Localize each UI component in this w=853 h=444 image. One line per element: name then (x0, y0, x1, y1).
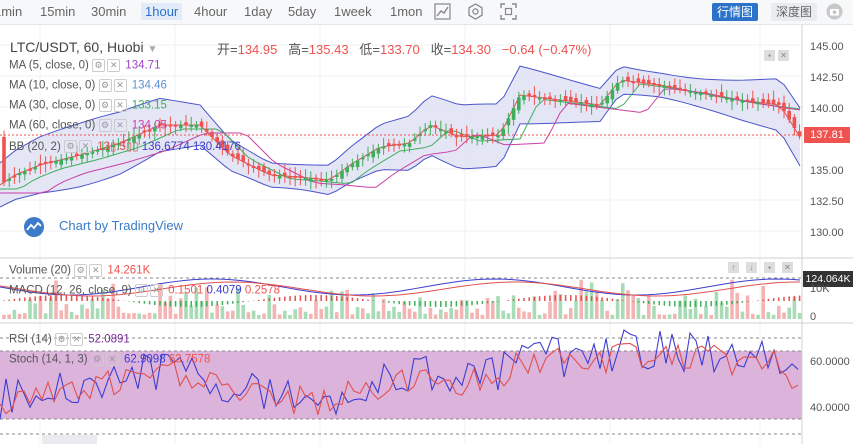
settings-icon: ⚙ (55, 333, 69, 346)
interval-1day[interactable]: 1day (244, 4, 273, 19)
rsi-tick: 60.0000 (810, 356, 850, 368)
volume-tick: 10K (810, 283, 830, 295)
tradingview-watermark[interactable]: Chart by TradingView (59, 218, 184, 233)
close-icon: ✕ (113, 99, 127, 112)
ma10-legend[interactable]: MA (10, close, 0) ⚙ ✕ 134.46 (9, 79, 167, 92)
macd-legend[interactable]: MACD (12, 26, close, 9) ⚙ ✕ 0.1501 0.4079… (9, 284, 281, 297)
chart-canvas[interactable] (0, 25, 853, 444)
settings-icon: ⚙ (98, 79, 112, 92)
settings-icon: ⚙ (134, 284, 148, 297)
interval-5day[interactable]: 5day (288, 4, 317, 19)
ma5-legend[interactable]: MA (5, close, 0) ⚙ ✕ 134.71 (9, 59, 161, 72)
close-icon: ✕ (107, 59, 121, 72)
interval-1mon[interactable]: 1mon (390, 4, 423, 19)
ma60-legend[interactable]: MA (60, close, 0) ⚙ ✕ 134.05 (9, 119, 167, 132)
interval-30min[interactable]: 30min (91, 4, 127, 19)
price-tick: 135.00 (810, 165, 844, 177)
depth-chart-button[interactable]: 深度图 (771, 3, 817, 21)
interval-15min[interactable]: 15min (40, 4, 76, 19)
volume-tick: 0 (810, 311, 817, 323)
pane-collapse-icon[interactable]: ▪ (764, 262, 775, 273)
close-icon: ✕ (70, 333, 84, 346)
fullscreen-icon[interactable] (500, 3, 517, 20)
close-icon: ✕ (89, 264, 103, 277)
close-icon: ✕ (113, 79, 127, 92)
settings-icon: ⚙ (92, 59, 106, 72)
close-icon: ✕ (105, 353, 119, 366)
bb-legend[interactable]: BB (20, 2) ⚙ ✕ 13▯.5▯▯ 136.6774 130.4176 (9, 140, 241, 154)
pane-close-icon[interactable]: ✕ (778, 50, 789, 61)
price-tick: 145.00 (810, 41, 844, 53)
macd-line (0, 278, 801, 296)
settings-icon: ⚙ (63, 140, 77, 154)
volume-legend[interactable]: Volume (20) ⚙ ✕ 14.261K (9, 264, 151, 277)
pane-collapse-icon[interactable]: ▪ (764, 50, 775, 61)
stoch-legend[interactable]: Stoch (14, 1, 3) ⚙ ✕ 62.9098 63.7578 (9, 353, 211, 366)
camera-icon[interactable] (826, 3, 843, 20)
interval-4hour[interactable]: 4hour (194, 4, 228, 19)
price-tick: 130.00 (810, 227, 844, 239)
ohlc-legend: 开=134.95 高=135.43 低=133.70 收=134.30 −0.6… (217, 42, 592, 57)
close-icon: ✕ (113, 119, 127, 132)
pane-down-icon[interactable]: ↓ (746, 262, 757, 273)
bollinger-upper-line (0, 65, 801, 166)
close-icon: ✕ (149, 284, 163, 297)
current-price-tag: 137.81 (804, 127, 850, 143)
settings-icon: ⚙ (98, 119, 112, 132)
price-tick: 132.50 (810, 196, 844, 208)
stoch-line (0, 342, 799, 415)
rsi-band-fill (0, 351, 802, 419)
macd-histogram (3, 295, 801, 307)
candlesticks (2, 72, 802, 190)
settings-icon[interactable] (467, 3, 484, 20)
price-tick: 142.50 (810, 72, 844, 84)
ma30-line (0, 83, 801, 190)
bollinger-band-fill (0, 66, 800, 208)
pane-up-icon[interactable]: ↑ (728, 262, 739, 273)
interval-1week[interactable]: 1week (334, 4, 372, 19)
ma60-line (0, 88, 801, 194)
settings-icon: ⚙ (98, 99, 112, 112)
interval-1hour[interactable]: 1hour (141, 3, 183, 20)
settings-icon: ⚙ (74, 264, 88, 277)
rsi-legend[interactable]: RSI (14) ⚙ ✕ 52.0891 (9, 333, 130, 346)
interval-1min[interactable]: 1min (0, 4, 23, 19)
volume-value-tag: 124.064K (803, 271, 853, 287)
time-axis-scroll[interactable] (42, 435, 97, 444)
macd-signal-line (0, 281, 801, 297)
kline-chart-button[interactable]: 行情图 (712, 3, 758, 21)
close-icon: ✕ (78, 140, 92, 154)
interval-toolbar: 1min 15min 30min 1hour 4hour 1day 5day 1… (0, 0, 853, 25)
rsi-tick: 40.0000 (810, 402, 850, 414)
price-tick: 140.00 (810, 103, 844, 115)
pane-close-icon[interactable]: ✕ (782, 262, 793, 273)
settings-icon: ⚙ (90, 353, 104, 366)
rsi-line (0, 329, 799, 420)
symbol-title[interactable]: LTC/USDT, 60, Huobi ▼ (10, 39, 158, 55)
tradingview-logo-icon (24, 217, 44, 237)
indicator-icon[interactable] (434, 3, 451, 20)
ma30-legend[interactable]: MA (30, close, 0) ⚙ ✕ 133.15 (9, 99, 167, 112)
